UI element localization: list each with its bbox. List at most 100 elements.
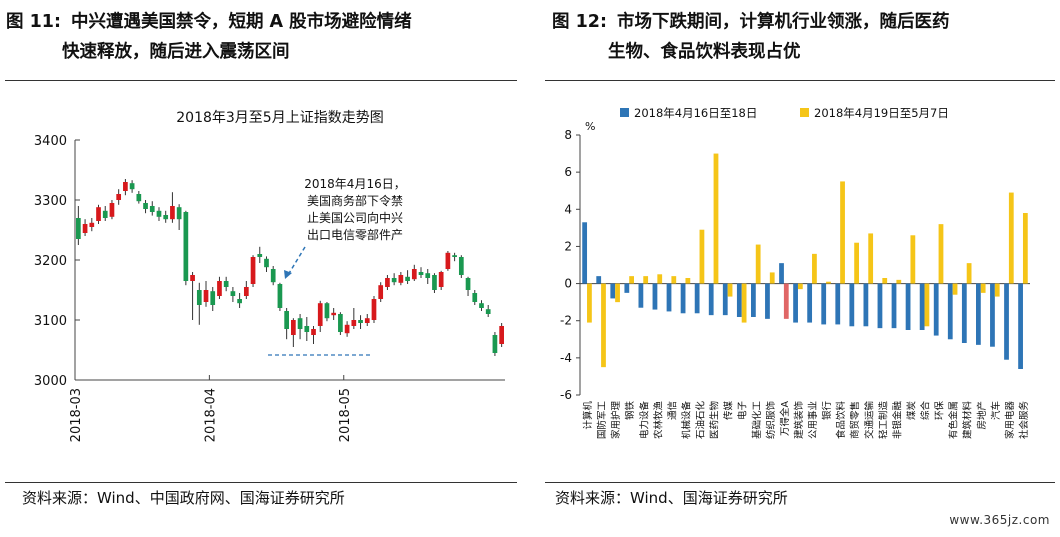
right-figure-number: 图 12: (552, 12, 607, 32)
bar (947, 283, 953, 340)
category-label: 医药生物 (709, 401, 721, 440)
bar (624, 283, 630, 293)
bar (1008, 192, 1014, 284)
category-label: 通信 (666, 401, 678, 420)
candle-body (351, 320, 357, 326)
category-label: 交通运输 (863, 401, 875, 440)
x-tick-label: 2018-04 (203, 388, 218, 442)
candle-body (324, 303, 330, 319)
right-figure-title: 图 12: 市场下跌期间，计算机行业领涨，随后医药 生物、食品饮料表现占优 (552, 7, 1057, 67)
bar (891, 283, 897, 329)
bar (854, 242, 859, 284)
category-label-group: 银行 (821, 401, 833, 421)
candle-body (257, 254, 263, 257)
bar (610, 283, 616, 299)
candle-body (438, 272, 444, 287)
candle-body (378, 285, 384, 299)
category-label: 电子 (737, 401, 749, 421)
annotation-text: 美国商务部下令禁 (307, 193, 403, 208)
category-label: 农林牧渔 (652, 401, 664, 440)
y-tick-label: 3400 (34, 134, 67, 149)
bar (713, 153, 719, 284)
category-label-group: 建筑材料 (962, 401, 974, 440)
category-label-group: 公用事业 (807, 401, 819, 439)
legend-swatch (800, 108, 809, 117)
bar (793, 283, 798, 323)
legend-label: 2018年4月19日至5月7日 (814, 106, 949, 120)
bar (582, 222, 588, 284)
candle-body (364, 318, 370, 323)
category-label-group: 交通运输 (863, 401, 875, 440)
bar (755, 244, 761, 284)
candle-body (425, 273, 431, 278)
bar (896, 279, 902, 284)
candle-body (317, 303, 323, 326)
candle-body (358, 320, 363, 323)
category-label-group: 汽车 (990, 401, 1002, 420)
candle-body (129, 183, 135, 190)
bar (615, 283, 620, 303)
bar (736, 283, 742, 317)
candle-body (472, 293, 478, 302)
bar (994, 283, 1000, 297)
category-label: 家用护理 (610, 401, 622, 440)
chart-title: 2018年3月至5月上证指数走势图 (176, 110, 383, 126)
left-source-note: 资料来源：Wind、中国政府网、国海证券研究所 (22, 489, 345, 507)
candle-body (96, 207, 101, 221)
bar (961, 283, 967, 343)
bar (779, 263, 784, 284)
bar (727, 283, 733, 297)
candle-body (391, 278, 397, 283)
category-label: 国防军工 (596, 401, 608, 440)
category-label: 纺织服饰 (765, 401, 777, 439)
candle-body (203, 290, 209, 302)
bar (666, 283, 672, 312)
candle-body (485, 309, 491, 314)
bar (1004, 283, 1009, 360)
candle-body (210, 291, 216, 305)
candle-body (217, 281, 222, 296)
candle-body (479, 303, 484, 308)
candle-body (465, 278, 471, 290)
category-label: 房地产 (976, 401, 988, 430)
y-tick-label: 4 (564, 202, 572, 216)
x-tick-label: 2018-05 (338, 388, 353, 442)
category-label: 基础化工 (751, 401, 763, 440)
category-label-group: 万得全A (779, 400, 791, 436)
y-tick-label: 3000 (34, 374, 67, 389)
annotation-arrowhead (284, 270, 292, 279)
category-label-group: 家用护理 (610, 401, 622, 440)
bar (783, 283, 789, 319)
category-label: 机械设备 (680, 401, 692, 440)
bar (769, 272, 775, 284)
y-unit-label: % (585, 120, 595, 133)
category-label-group: 传媒 (723, 401, 735, 421)
bar (863, 283, 869, 327)
bar (587, 283, 592, 323)
category-label-group: 国防军工 (596, 401, 608, 440)
candle-body (499, 326, 504, 344)
y-tick-label: 6 (564, 165, 572, 179)
candle-body (398, 275, 404, 283)
category-label-group: 轻工制造 (877, 401, 889, 440)
candle-body (277, 284, 283, 308)
category-label: 计算机 (582, 401, 594, 430)
y-tick-label: 3300 (34, 194, 67, 209)
bar (694, 283, 700, 314)
category-label-group: 综合 (920, 401, 932, 421)
bar (938, 224, 944, 284)
bar (596, 276, 602, 284)
bar (952, 283, 958, 295)
bar (765, 283, 770, 319)
candle-body (183, 212, 189, 281)
category-label: 钢铁 (624, 401, 636, 421)
category-label-group: 建筑装饰 (793, 401, 805, 439)
bar (910, 235, 916, 284)
category-label-group: 通信 (666, 401, 678, 420)
legend-swatch (620, 108, 629, 117)
candle-body (237, 299, 242, 304)
bar (807, 283, 813, 323)
category-label-group: 房地产 (976, 401, 988, 430)
candle-body (156, 210, 162, 217)
bar (990, 283, 995, 347)
